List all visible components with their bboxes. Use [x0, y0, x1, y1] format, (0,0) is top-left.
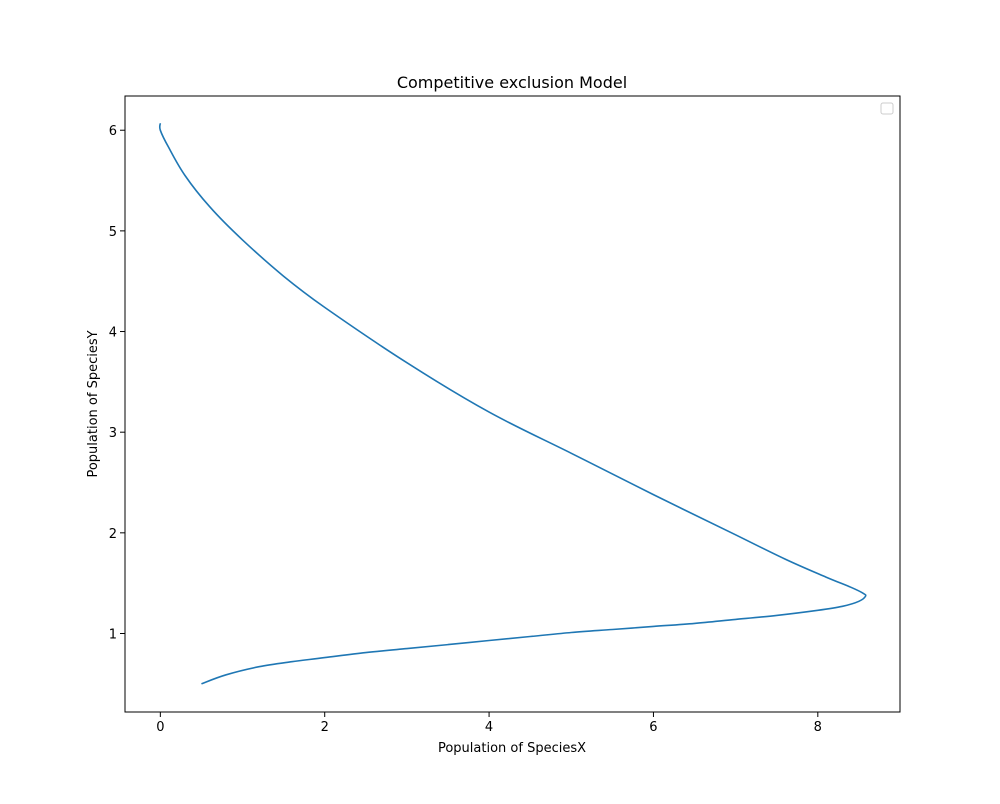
ticks-layer: 0 2 4 6 8 1 2 3 4 5 6 — [109, 124, 822, 735]
series-layer — [158, 123, 867, 685]
legend-box — [880, 102, 894, 115]
y-tick-label: 4 — [109, 326, 117, 341]
y-tick-label: 3 — [109, 426, 117, 441]
plot-area — [125, 96, 900, 712]
y-tick-label: 2 — [109, 527, 117, 542]
axes-frame — [124, 95, 901, 713]
x-axis-label: Population of SpeciesX — [438, 741, 586, 756]
x-tick-label: 6 — [649, 720, 657, 735]
chart-title: Competitive exclusion Model — [397, 73, 627, 92]
y-axis-label: Population of SpeciesY — [86, 330, 101, 477]
series-line — [158, 123, 867, 685]
x-tick-label: 2 — [321, 720, 329, 735]
y-tick-label: 5 — [109, 225, 117, 240]
x-tick-label: 0 — [156, 720, 164, 735]
y-tick-label: 1 — [109, 627, 117, 642]
y-tick-label: 6 — [109, 124, 117, 139]
x-tick-label: 4 — [485, 720, 493, 735]
x-tick-label: 8 — [814, 720, 822, 735]
